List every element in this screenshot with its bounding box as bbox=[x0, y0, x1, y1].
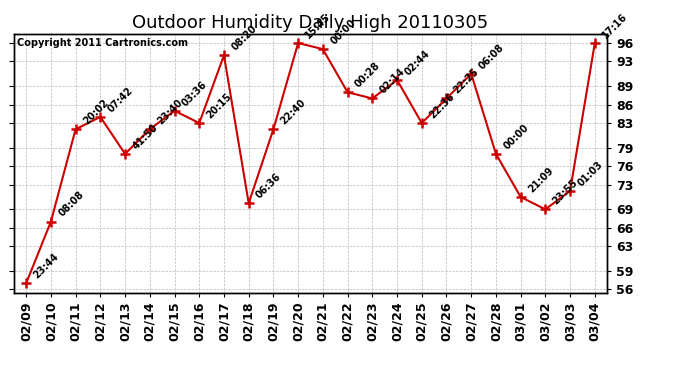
Text: 06:36: 06:36 bbox=[254, 171, 283, 200]
Text: 01:03: 01:03 bbox=[575, 159, 604, 188]
Text: 00:28: 00:28 bbox=[353, 60, 382, 90]
Text: 00:00: 00:00 bbox=[328, 17, 357, 46]
Text: 23:55: 23:55 bbox=[551, 177, 580, 207]
Text: 07:42: 07:42 bbox=[106, 85, 135, 114]
Text: 08:08: 08:08 bbox=[57, 190, 86, 219]
Text: 22:40: 22:40 bbox=[279, 98, 308, 126]
Text: 21:09: 21:09 bbox=[526, 165, 555, 194]
Text: 17:16: 17:16 bbox=[600, 11, 629, 40]
Text: 20:15: 20:15 bbox=[205, 91, 234, 120]
Text: 00:00: 00:00 bbox=[502, 122, 531, 151]
Text: Copyright 2011 Cartronics.com: Copyright 2011 Cartronics.com bbox=[17, 38, 188, 48]
Text: 20:02: 20:02 bbox=[81, 98, 110, 126]
Text: 02:14: 02:14 bbox=[378, 67, 407, 96]
Text: 22:25: 22:25 bbox=[452, 67, 481, 96]
Text: 23:40: 23:40 bbox=[155, 98, 184, 126]
Text: 23:44: 23:44 bbox=[32, 252, 61, 280]
Title: Outdoor Humidity Daily High 20110305: Outdoor Humidity Daily High 20110305 bbox=[132, 14, 489, 32]
Text: 41:50: 41:50 bbox=[130, 122, 159, 151]
Text: 02:44: 02:44 bbox=[402, 48, 431, 77]
Text: 22:36: 22:36 bbox=[427, 91, 456, 120]
Text: 03:36: 03:36 bbox=[180, 79, 209, 108]
Text: 15:45: 15:45 bbox=[304, 11, 333, 40]
Text: 06:08: 06:08 bbox=[477, 42, 506, 71]
Text: 08:20: 08:20 bbox=[230, 24, 259, 52]
